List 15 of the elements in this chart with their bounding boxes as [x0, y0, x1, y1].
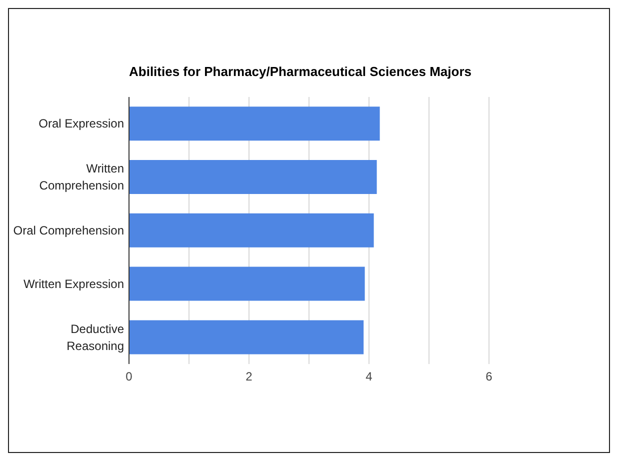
y-tick-label: Oral Comprehension — [13, 224, 124, 238]
y-tick-label: Written Comprehension — [39, 162, 124, 193]
bar — [129, 106, 380, 141]
y-tick-label: Oral Expression — [38, 116, 124, 131]
bar — [129, 160, 377, 194]
x-tick-label: 6 — [486, 370, 493, 384]
bar — [129, 213, 374, 248]
bar — [129, 266, 365, 301]
y-tick-label: Deductive Reasoning — [66, 322, 124, 353]
y-tick-label: Written Expression — [24, 276, 124, 291]
bar — [129, 320, 364, 354]
x-tick-label: 0 — [126, 370, 133, 384]
chart-title: Abilities for Pharmacy/Pharmaceutical Sciences Majors — [129, 64, 472, 80]
x-tick-label: 2 — [246, 370, 253, 384]
x-tick-label: 4 — [366, 370, 373, 384]
